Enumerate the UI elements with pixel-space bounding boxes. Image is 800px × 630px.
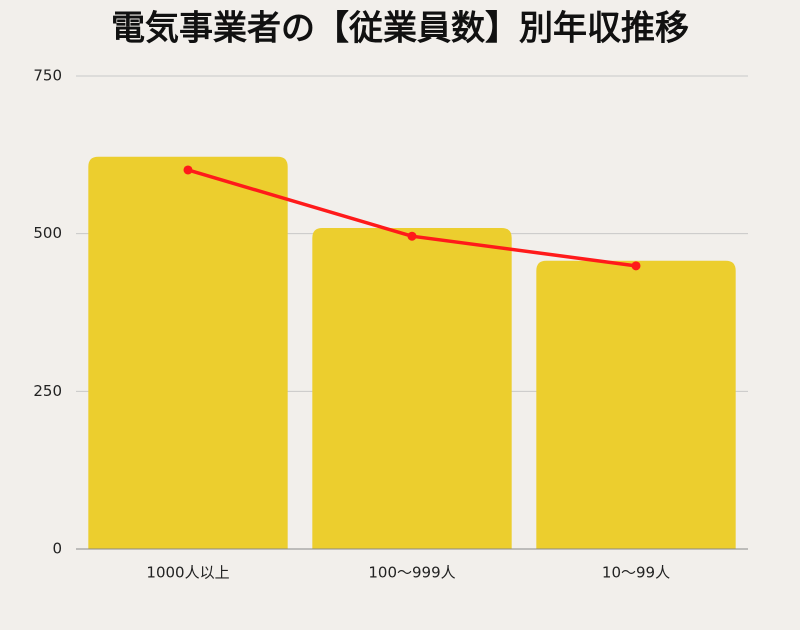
bar	[312, 227, 512, 549]
y-tick-label: 250	[33, 382, 62, 400]
bar	[536, 260, 736, 549]
bar	[88, 156, 288, 549]
x-tick-label: 100〜999人	[368, 564, 455, 582]
y-tick-label: 750	[33, 67, 62, 85]
line-point	[183, 165, 193, 175]
y-tick-label: 0	[52, 540, 62, 558]
line-point	[631, 261, 641, 271]
chart-title: 電気事業者の【従業員数】別年収推移	[111, 9, 689, 49]
x-tick-label: 10〜99人	[602, 564, 670, 582]
y-tick-label: 500	[33, 224, 62, 242]
line-point	[407, 231, 417, 241]
x-tick-label: 1000人以上	[146, 564, 229, 582]
